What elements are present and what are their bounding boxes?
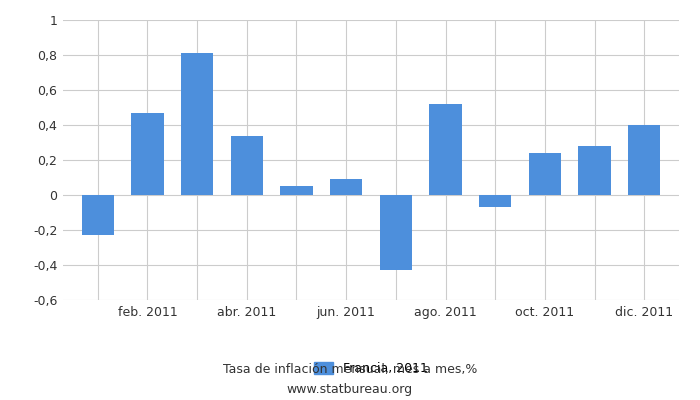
Bar: [628, 125, 660, 195]
Bar: [330, 179, 363, 195]
Bar: [528, 153, 561, 195]
Bar: [132, 113, 164, 195]
Bar: [429, 104, 462, 195]
Bar: [231, 136, 263, 195]
Legend: Francia, 2011: Francia, 2011: [309, 357, 433, 380]
Text: Tasa de inflación mensual, mes a mes,%: Tasa de inflación mensual, mes a mes,%: [223, 364, 477, 376]
Bar: [280, 186, 313, 195]
Bar: [379, 195, 412, 270]
Text: www.statbureau.org: www.statbureau.org: [287, 384, 413, 396]
Bar: [479, 195, 511, 207]
Bar: [181, 53, 214, 195]
Bar: [578, 146, 610, 195]
Bar: [82, 195, 114, 235]
